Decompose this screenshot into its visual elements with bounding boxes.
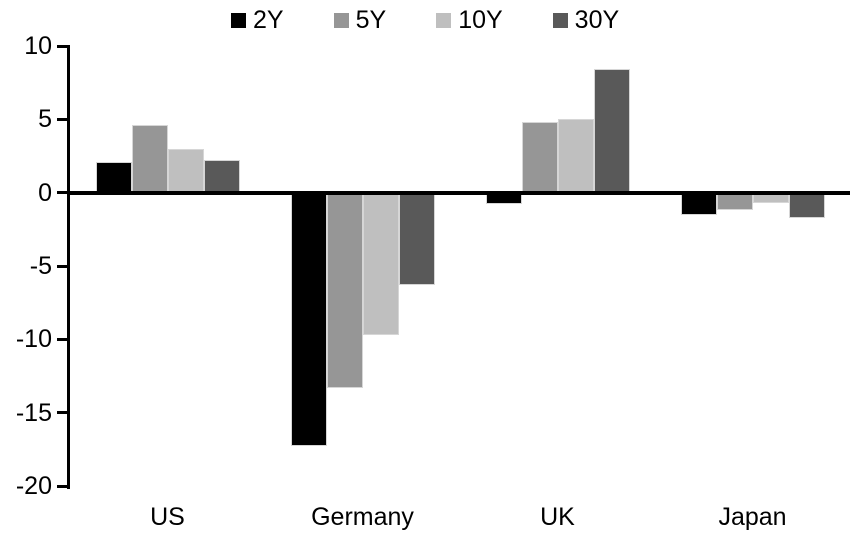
bar-us-5y <box>131 125 168 193</box>
legend-label-5y: 5Y <box>355 6 387 34</box>
y-axis-line <box>67 45 70 489</box>
y-tick-label: -5 <box>29 252 52 280</box>
bar-uk-5y <box>521 122 558 193</box>
x-axis-label: US <box>150 503 185 531</box>
bar-uk-30y <box>593 69 630 193</box>
y-axis-tick <box>57 264 67 268</box>
y-axis-tick <box>57 337 67 341</box>
legend-item-10y: 10Y <box>436 6 503 34</box>
legend-label-30y: 30Y <box>574 6 620 34</box>
legend-item-2y: 2Y <box>231 8 284 33</box>
x-axis-label: Germany <box>311 503 414 531</box>
legend-item-30y: 30Y <box>552 6 620 34</box>
x-axis-label: Japan <box>718 503 787 531</box>
legend-swatch-10y-icon <box>436 13 452 28</box>
legend-item-5y: 5Y <box>333 6 387 34</box>
bar-japan-5y <box>716 192 753 211</box>
x-axis-zero-line <box>67 190 850 195</box>
y-tick-label: 5 <box>38 105 52 134</box>
bar-japan-2y <box>680 192 717 215</box>
legend-swatch-5y-icon <box>333 13 349 28</box>
y-tick-label: -15 <box>15 398 52 427</box>
bar-us-10y <box>167 148 204 193</box>
y-axis-tick <box>57 411 67 415</box>
y-tick-label: -20 <box>15 472 52 500</box>
chart-legend: 2Y 5Y 10Y 30Y <box>231 8 619 33</box>
y-axis-tick <box>57 117 67 121</box>
bar-germany-10y <box>362 192 399 335</box>
x-axis-label: UK <box>540 503 575 531</box>
legend-label-10y: 10Y <box>458 6 503 34</box>
y-tick-label: 0 <box>38 178 52 207</box>
y-axis-tick <box>57 44 67 48</box>
legend-swatch-2y-icon <box>231 13 246 28</box>
bar-us-2y <box>95 161 132 193</box>
legend-label-2y: 2Y <box>253 6 284 34</box>
bar-us-30y <box>203 160 240 193</box>
y-axis-tick <box>57 484 67 488</box>
y-tick-label: -10 <box>15 325 52 354</box>
bar-germany-5y <box>326 192 363 388</box>
bar-uk-10y <box>557 119 594 193</box>
y-tick-label: 10 <box>24 32 52 60</box>
legend-swatch-30y-icon <box>552 13 568 28</box>
y-axis-tick <box>57 191 67 195</box>
bar-japan-30y <box>788 192 825 218</box>
bar-germany-2y <box>290 192 327 447</box>
bar-germany-30y <box>398 192 435 286</box>
